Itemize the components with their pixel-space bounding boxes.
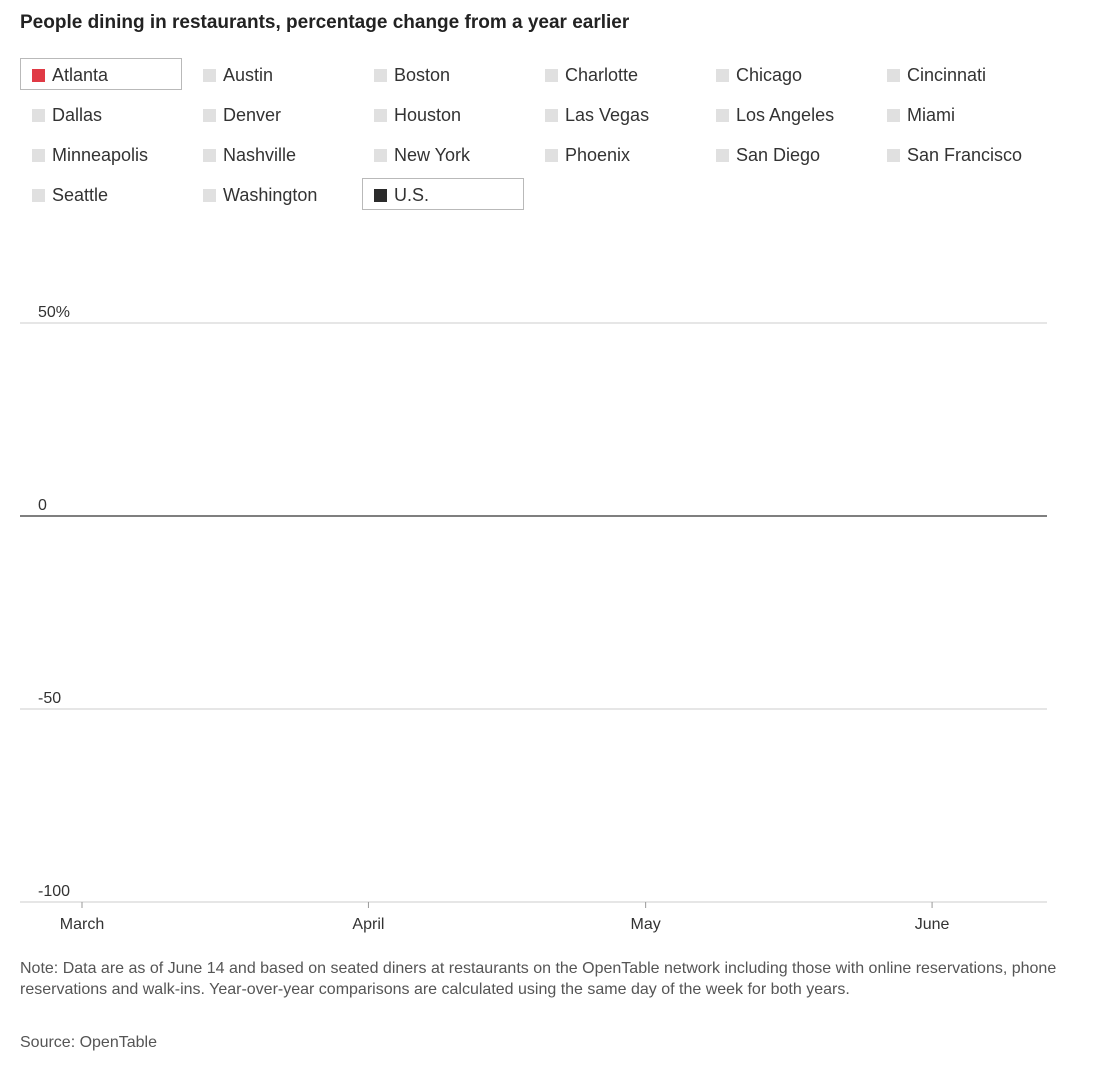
legend-swatch [203, 109, 216, 122]
legend-label: Phoenix [565, 145, 631, 165]
legend-swatch [203, 149, 216, 162]
legend-label: Minneapolis [52, 145, 149, 165]
legend-swatch [374, 69, 387, 82]
legend: Atlanta Austin Boston Charlotte Chicago Cinci… [20, 58, 1080, 218]
legend-swatch [545, 69, 558, 82]
line-chart: 50% 0 -50 -100 March April May June [20, 304, 1047, 933]
y-tick-label: 0 [38, 497, 47, 514]
legend-item-san-diego[interactable]: San Diego [704, 138, 866, 170]
legend-label: Seattle [52, 185, 109, 205]
legend-item-denver[interactable]: Denver [191, 98, 353, 130]
legend-swatch [545, 109, 558, 122]
legend-item-charlotte[interactable]: Charlotte [533, 58, 695, 90]
legend-item-miami[interactable]: Miami [875, 98, 1037, 130]
legend-item-atlanta[interactable]: Atlanta [20, 58, 182, 90]
legend-label: Las Vegas [565, 105, 650, 125]
legend-label: Miami [907, 105, 955, 125]
legend-item-los-angeles[interactable]: Los Angeles [704, 98, 866, 130]
legend-swatch [716, 109, 729, 122]
legend-swatch [32, 69, 45, 82]
legend-swatch [203, 69, 216, 82]
legend-item-cincinnati[interactable]: Cincinnati [875, 58, 1037, 90]
chart-source: Source: OpenTable [20, 1034, 157, 1051]
legend-item-las-vegas[interactable]: Las Vegas [533, 98, 695, 130]
legend-swatch [887, 69, 900, 82]
legend-label: Washington [223, 185, 318, 205]
legend-label: New York [394, 145, 471, 165]
legend-swatch [887, 109, 900, 122]
y-tick-label: -100 [38, 883, 70, 900]
legend-item-washington[interactable]: Washington [191, 178, 353, 210]
legend-label: Denver [223, 105, 282, 125]
legend-swatch [545, 149, 558, 162]
gridlines [20, 322, 1047, 903]
legend-swatch [716, 149, 729, 162]
legend-item-phoenix[interactable]: Phoenix [533, 138, 695, 170]
legend-label: Los Angeles [736, 105, 835, 125]
legend-item-chicago[interactable]: Chicago [704, 58, 866, 90]
legend-item-houston[interactable]: Houston [362, 98, 524, 130]
x-tick-label: March [60, 916, 104, 933]
legend-item-nashville[interactable]: Nashville [191, 138, 353, 170]
x-tick-label: May [631, 916, 661, 933]
legend-label: Nashville [223, 145, 297, 165]
y-axis-labels: 50% 0 -50 -100 [38, 304, 70, 900]
legend-item-boston[interactable]: Boston [362, 58, 524, 90]
legend-label: Cincinnati [907, 65, 987, 85]
legend-label: San Diego [736, 145, 821, 165]
legend-label: Dallas [52, 105, 103, 125]
legend-swatch [716, 69, 729, 82]
legend-swatch [374, 149, 387, 162]
legend-item-new-york[interactable]: New York [362, 138, 524, 170]
legend-swatch [203, 189, 216, 202]
y-tick-label: -50 [38, 690, 61, 707]
x-tick-label: June [915, 916, 950, 933]
legend-label: Houston [394, 105, 462, 125]
legend-label: Boston [394, 65, 451, 85]
legend-swatch [887, 149, 900, 162]
legend-item-u-s[interactable]: U.S. [362, 178, 524, 210]
x-axis-labels: March April May June [60, 902, 950, 933]
legend-swatch [374, 109, 387, 122]
legend-label: San Francisco [907, 145, 1023, 165]
legend-item-san-francisco[interactable]: San Francisco [875, 138, 1037, 170]
legend-swatch [374, 189, 387, 202]
legend-swatch [32, 189, 45, 202]
legend-label: Austin [223, 65, 274, 85]
legend-item-dallas[interactable]: Dallas [20, 98, 182, 130]
x-tick-label: April [352, 916, 384, 933]
legend-item-seattle[interactable]: Seattle [20, 178, 182, 210]
chart-note: Note: Data are as of June 14 and based o… [20, 960, 1057, 998]
legend-swatch [32, 149, 45, 162]
legend-label: Atlanta [52, 65, 109, 85]
legend-swatch [32, 109, 45, 122]
legend-item-austin[interactable]: Austin [191, 58, 353, 90]
legend-item-minneapolis[interactable]: Minneapolis [20, 138, 182, 170]
y-tick-label: 50% [38, 304, 70, 321]
legend-label: U.S. [394, 185, 430, 205]
legend-label: Charlotte [565, 65, 639, 85]
chart-title: People dining in restaurants, percentage… [20, 12, 630, 33]
legend-label: Chicago [736, 65, 803, 85]
